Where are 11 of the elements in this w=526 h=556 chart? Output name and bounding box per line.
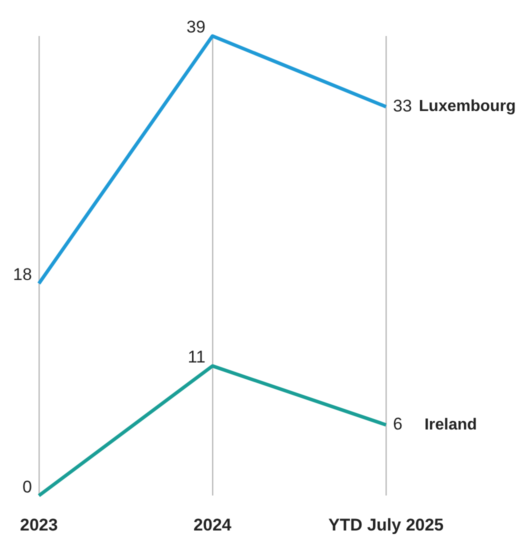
data-label: 39 [186, 18, 206, 37]
x-tick-label: 2024 [194, 515, 232, 534]
text: Luxembourg [418, 98, 516, 116]
data-label: 18 [12, 265, 32, 284]
data-label: 11 [188, 348, 206, 367]
x-tick-label: YTD July 2025 [328, 515, 444, 534]
text: Ireland [424, 416, 477, 434]
data-label: 33 [393, 96, 412, 116]
data-label: 6 [393, 414, 402, 434]
x-tick-label: 2023 [20, 515, 58, 534]
data-label: 0 [22, 477, 32, 496]
